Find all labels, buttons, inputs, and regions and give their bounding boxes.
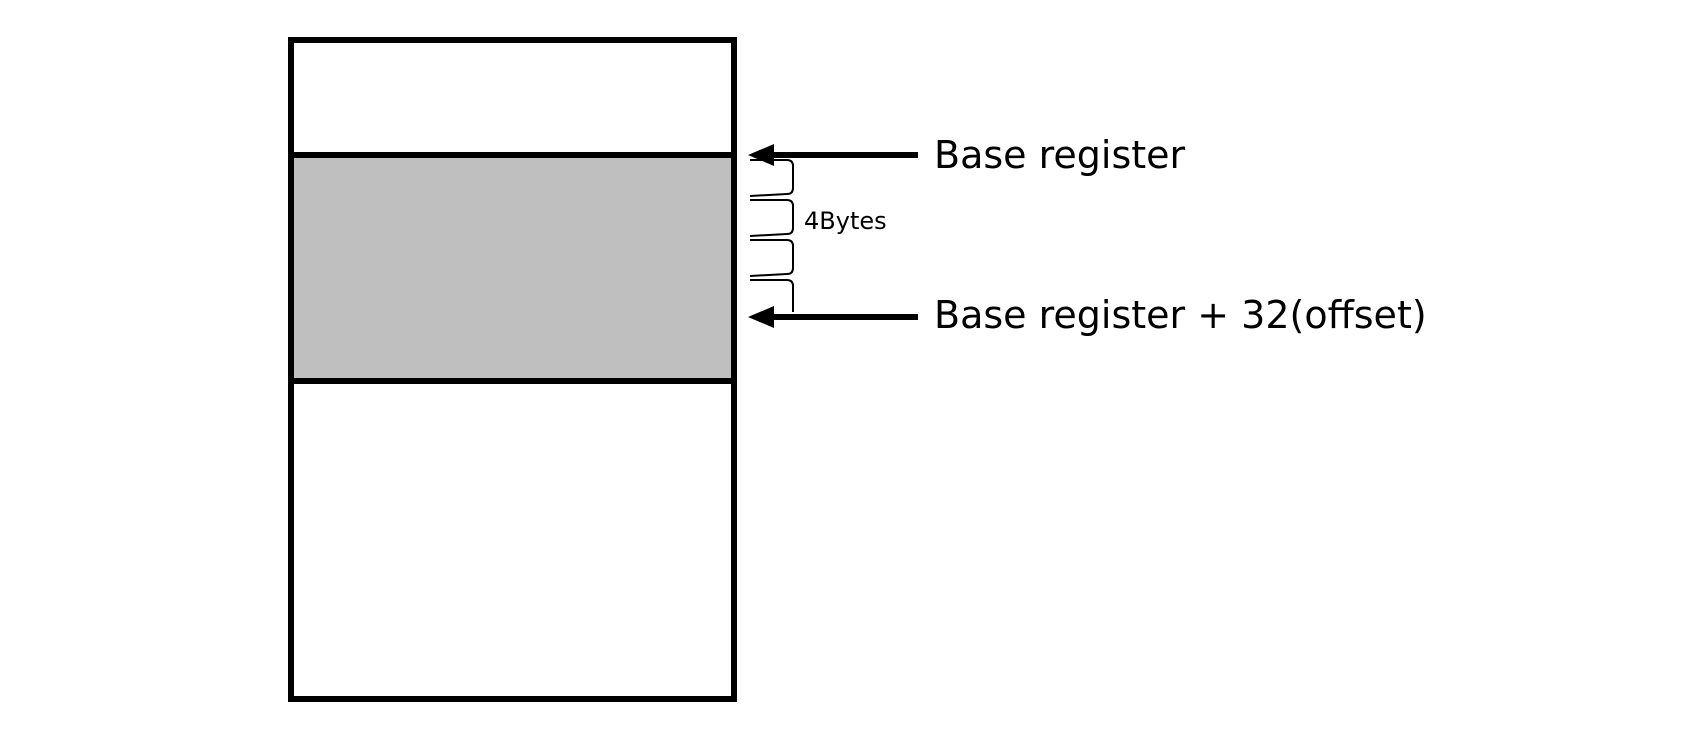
brace-3 [749,239,794,277]
brace-2 [749,199,794,237]
highlighted-region [294,155,731,381]
base-register-label: Base register [934,133,1186,177]
offset-label: Base register + 32(offset) [934,293,1427,337]
brace-1 [749,159,794,197]
offset-arrow [748,306,918,328]
brace-4 [750,279,794,312]
word-braces [749,159,794,312]
word-size-label: 4Bytes [804,207,887,235]
base-register-arrow [748,144,918,166]
